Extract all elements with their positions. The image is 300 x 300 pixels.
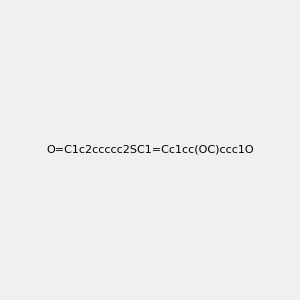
Text: O=C1c2ccccc2SC1=Cc1cc(OC)ccc1O: O=C1c2ccccc2SC1=Cc1cc(OC)ccc1O <box>46 145 254 155</box>
